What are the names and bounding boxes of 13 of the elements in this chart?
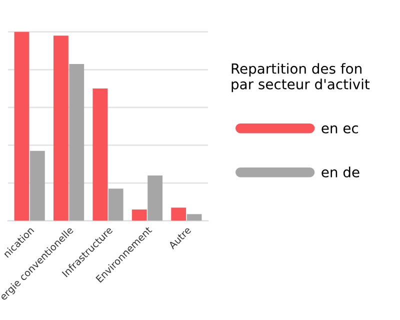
legend-label: en ec [322,125,358,134]
bar [148,175,163,221]
legend-label: en de [322,166,360,178]
bar [92,88,108,221]
bar [53,36,68,221]
bar [69,64,84,221]
bar [108,188,124,221]
bar [171,208,186,221]
bar [14,32,30,221]
bar [132,209,147,221]
bar [30,150,45,221]
legend-title: Repartition des fon par secteur d'activit [232,63,370,92]
bar [186,214,202,221]
